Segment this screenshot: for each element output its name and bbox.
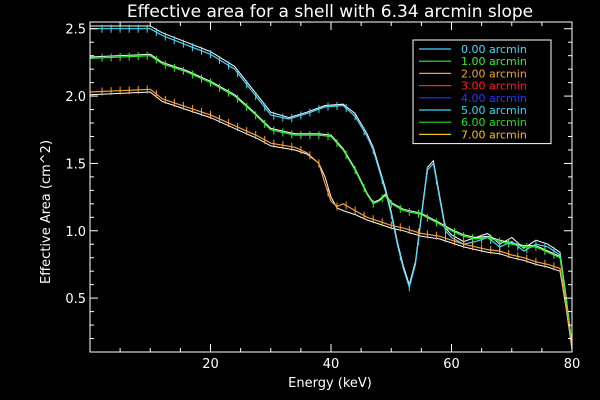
y-tick-label: 0.5	[65, 292, 86, 307]
chart-title: Effective area for a shell with 6.34 arc…	[127, 2, 533, 22]
reference-line-1	[89, 53, 573, 346]
y-tick-label: 2.5	[65, 23, 86, 38]
legend-entry: 3.00 arcmin	[461, 80, 527, 93]
legend-entry: 6.00 arcmin	[461, 116, 527, 129]
y-axis-label: Effective Area (cm^2)	[39, 140, 54, 284]
y-tick-label: 1.5	[65, 157, 86, 172]
x-tick-label: 80	[564, 357, 581, 372]
y-tick-label: 1.0	[65, 225, 86, 240]
x-tick-label: 60	[443, 357, 460, 372]
legend-entry: 2.00 arcmin	[461, 67, 527, 80]
legend-entry: 4.00 arcmin	[461, 92, 527, 105]
legend-entry: 0.00 arcmin	[461, 43, 527, 56]
axes: 20 40 60 80 0.5 1.0 1.5 2.0 2.5	[65, 21, 581, 372]
x-tick-label: 40	[323, 357, 340, 372]
x-tick-label: 20	[202, 357, 219, 372]
series-line-1	[89, 55, 573, 346]
legend-entry: 1.00 arcmin	[461, 55, 527, 68]
y-tick-label: 2.0	[65, 90, 86, 105]
legend-entry: 5.00 arcmin	[461, 104, 527, 117]
x-axis-label: Energy (keV)	[288, 376, 372, 391]
data-series	[89, 24, 573, 350]
legend-entry: 7.00 arcmin	[461, 128, 527, 141]
legend-box	[412, 39, 552, 145]
reference-line-0	[90, 25, 573, 346]
